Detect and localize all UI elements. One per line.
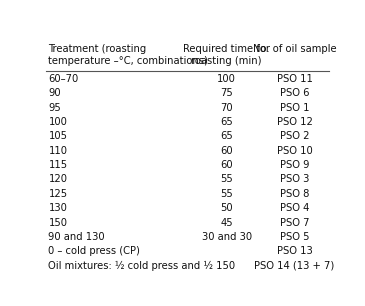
Text: 50: 50 (220, 203, 233, 213)
Text: 30 and 30: 30 and 30 (201, 232, 252, 242)
Text: PSO 11: PSO 11 (277, 74, 312, 84)
Text: Oil mixtures: ½ cold press and ½ 150: Oil mixtures: ½ cold press and ½ 150 (49, 261, 235, 271)
Text: 55: 55 (220, 189, 233, 199)
Text: 0 – cold press (CP): 0 – cold press (CP) (49, 246, 140, 256)
Text: 65: 65 (220, 131, 233, 141)
Text: 105: 105 (49, 131, 68, 141)
Text: 70: 70 (220, 103, 233, 113)
Text: 95: 95 (49, 103, 61, 113)
Text: 90: 90 (49, 88, 61, 98)
Text: PSO 12: PSO 12 (277, 117, 312, 127)
Text: 55: 55 (220, 174, 233, 185)
Text: 60: 60 (220, 146, 233, 156)
Text: No. of oil sample: No. of oil sample (253, 44, 337, 54)
Text: 75: 75 (220, 88, 233, 98)
Text: 90 and 130: 90 and 130 (49, 232, 105, 242)
Text: 60–70: 60–70 (49, 74, 79, 84)
Text: 60: 60 (220, 160, 233, 170)
Text: 120: 120 (49, 174, 68, 185)
Text: PSO 1: PSO 1 (280, 103, 309, 113)
Text: PSO 9: PSO 9 (280, 160, 309, 170)
Text: PSO 2: PSO 2 (280, 131, 309, 141)
Text: PSO 8: PSO 8 (280, 189, 309, 199)
Text: Required time for
roasting (min): Required time for roasting (min) (183, 44, 270, 66)
Text: 65: 65 (220, 117, 233, 127)
Text: PSO 7: PSO 7 (280, 218, 309, 228)
Text: 100: 100 (217, 74, 236, 84)
Text: PSO 5: PSO 5 (280, 232, 309, 242)
Text: 100: 100 (49, 117, 67, 127)
Text: 150: 150 (49, 218, 68, 228)
Text: PSO 3: PSO 3 (280, 174, 309, 185)
Text: 110: 110 (49, 146, 68, 156)
Text: PSO 14 (13 + 7): PSO 14 (13 + 7) (254, 261, 335, 271)
Text: 130: 130 (49, 203, 67, 213)
Text: PSO 13: PSO 13 (277, 246, 312, 256)
Text: Treatment (roasting
temperature –°C, combinations): Treatment (roasting temperature –°C, com… (49, 44, 208, 66)
Text: 125: 125 (49, 189, 68, 199)
Text: PSO 10: PSO 10 (277, 146, 312, 156)
Text: 115: 115 (49, 160, 68, 170)
Text: 45: 45 (220, 218, 233, 228)
Text: PSO 4: PSO 4 (280, 203, 309, 213)
Text: PSO 6: PSO 6 (280, 88, 309, 98)
